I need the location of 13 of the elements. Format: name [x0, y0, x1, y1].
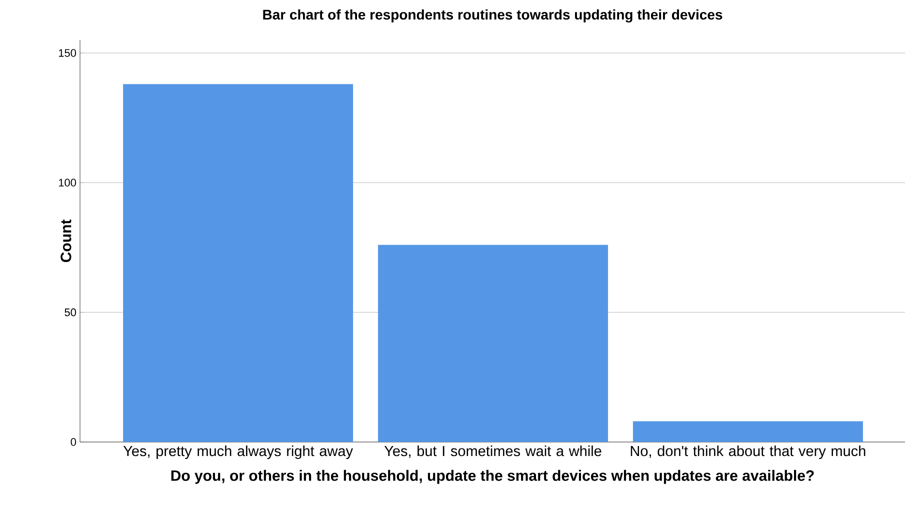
y-tick-label: 150 — [58, 49, 76, 57]
bar — [378, 244, 608, 442]
x-tick-label: No, don't think about that very much — [630, 446, 866, 460]
x-tick-label: Yes, but I sometimes wait a while — [384, 446, 602, 458]
y-axis-title: Count — [60, 220, 72, 262]
y-tick-label: 0 — [70, 438, 76, 446]
x-tick-label: Yes, pretty much always right away — [123, 446, 353, 460]
chart-title: Bar chart of the respondents routines towards updating their devices — [263, 9, 722, 22]
y-tick-label: 100 — [58, 178, 76, 187]
y-tick-label: 50 — [64, 308, 76, 316]
x-axis-title: Do you, or others in the household, update the smart devices when updates are available? — [171, 470, 814, 484]
bar — [632, 421, 863, 442]
bar — [123, 84, 354, 442]
